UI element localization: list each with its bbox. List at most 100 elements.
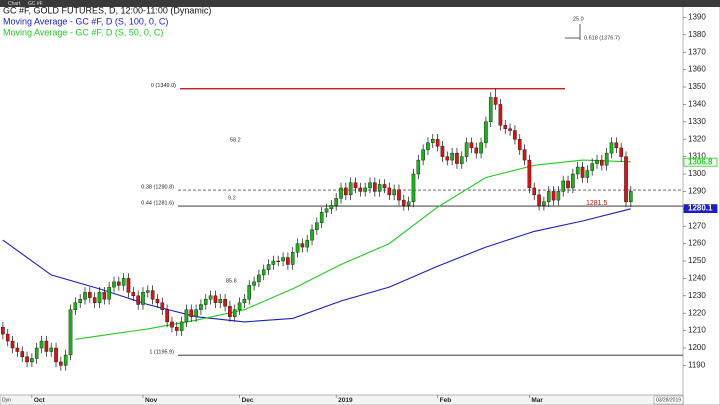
- y-tick-label: 1270: [688, 221, 706, 230]
- candle-body: [455, 152, 459, 164]
- candle-body: [208, 295, 213, 300]
- candle-body: [498, 104, 503, 126]
- annotation: 0.618 (1376.7): [584, 35, 620, 41]
- candle-body: [276, 260, 281, 263]
- candle-body: [445, 156, 450, 161]
- candle-body: [160, 302, 165, 310]
- candle-body: [532, 187, 537, 196]
- candle-body: [73, 302, 78, 310]
- candle-body: [600, 159, 604, 166]
- x-tick-label: Feb: [440, 397, 452, 404]
- y-tick-label: 1320: [688, 134, 706, 143]
- candle-body: [619, 147, 623, 157]
- candle-body: [368, 182, 372, 189]
- candle-body: [392, 189, 396, 196]
- candle-body: [459, 156, 464, 164]
- price-label: 1306.8: [688, 157, 713, 166]
- candle-body: [305, 239, 310, 248]
- candle-body: [194, 309, 198, 317]
- candle-body: [247, 285, 252, 300]
- candle-body: [107, 286, 111, 300]
- price-axis: [682, 0, 720, 405]
- candle-body: [126, 278, 131, 293]
- candle-body: [546, 191, 551, 203]
- candle-body: [59, 361, 63, 366]
- candle-body: [493, 97, 498, 105]
- candle-body: [382, 184, 387, 189]
- candle-body: [15, 347, 20, 352]
- candle-body: [203, 299, 208, 305]
- y-tick-label: 1250: [688, 256, 706, 265]
- candle-body: [25, 356, 29, 363]
- candle-body: [261, 269, 266, 276]
- candle-body: [566, 180, 570, 189]
- y-tick-label: 1390: [688, 13, 706, 22]
- candle-body: [348, 182, 353, 196]
- chart-title: GC #F, GOLD FUTURES, D, 12:00-11:00 (Dyn…: [3, 5, 211, 15]
- candle-body: [585, 170, 590, 178]
- candle-body: [488, 97, 493, 123]
- window-symbol[interactable]: GC #F: [28, 1, 43, 7]
- level-label: 0.38 (1290.8): [141, 184, 174, 190]
- candle-body: [508, 128, 512, 131]
- legend-entry: Moving Average - GC #F, D (S, 50, 0, C): [3, 27, 163, 37]
- candle-body: [609, 142, 614, 154]
- candle-body: [131, 292, 136, 297]
- candle-body: [614, 142, 619, 149]
- candle-body: [117, 281, 121, 286]
- x-tick-label: Oct: [34, 397, 46, 404]
- annotation: 58.2: [230, 137, 241, 143]
- y-tick-label: 1290: [688, 187, 706, 196]
- window-bar: [0, 0, 720, 7]
- candle-body: [329, 205, 334, 210]
- candle-body: [271, 260, 276, 265]
- candle-body: [165, 309, 169, 323]
- candle-body: [334, 198, 338, 206]
- candle-body: [155, 299, 160, 303]
- x-tick-label: Mar: [531, 397, 543, 404]
- y-tick-label: 1360: [688, 65, 706, 74]
- level-label: 0.44 (1281.6): [141, 200, 174, 206]
- window-tab[interactable]: Chart: [8, 1, 21, 7]
- candle-body: [286, 257, 290, 265]
- x-tick-label: Nov: [145, 397, 158, 404]
- candle-body: [10, 340, 15, 349]
- candle-body: [537, 194, 541, 206]
- candle-body: [339, 187, 343, 199]
- candle-body: [266, 264, 271, 270]
- candle-body: [580, 166, 585, 178]
- annotation: 25.0: [573, 16, 584, 22]
- candle-body: [571, 173, 575, 189]
- candle-body: [54, 347, 58, 363]
- candle-body: [141, 292, 145, 305]
- y-tick-label: 1380: [688, 30, 706, 39]
- candle-body: [5, 333, 10, 342]
- candle-body: [218, 299, 223, 303]
- candle-body: [1, 326, 5, 335]
- y-tick-label: 1220: [688, 308, 706, 317]
- candle-body: [377, 184, 382, 192]
- candle-body: [402, 199, 406, 206]
- annotation: 1281.5: [586, 200, 608, 207]
- candle-body: [102, 292, 107, 300]
- price-label-box: [683, 204, 718, 214]
- candle-body: [464, 142, 469, 157]
- y-tick-label: 1260: [688, 239, 706, 248]
- candle-body: [150, 290, 155, 300]
- date-box: [653, 395, 684, 405]
- candle-body: [315, 222, 319, 230]
- y-tick-label: 1340: [688, 100, 706, 109]
- candle-body: [237, 302, 242, 310]
- candle-body: [112, 281, 116, 288]
- candle-body: [136, 295, 140, 305]
- candle-body: [522, 149, 527, 161]
- candle-body: [590, 163, 594, 171]
- y-tick-label: 1210: [688, 326, 706, 335]
- candle-body: [484, 121, 488, 143]
- candle-body: [513, 130, 517, 140]
- candle-body: [78, 299, 82, 303]
- candle-body: [30, 358, 34, 363]
- y-tick-label: 1190: [688, 361, 706, 370]
